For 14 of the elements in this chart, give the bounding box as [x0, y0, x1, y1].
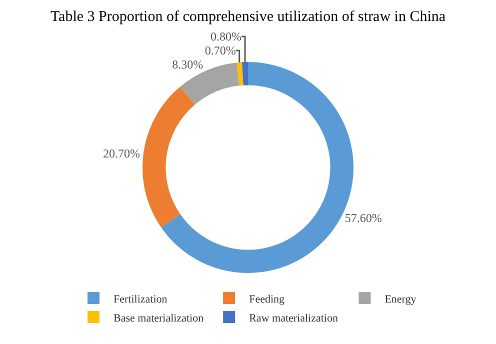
legend-label: Raw materialization [249, 312, 338, 324]
donut-slice [236, 62, 244, 86]
legend-label: Energy [384, 293, 417, 306]
data-label: 0.80% [210, 30, 242, 44]
legend-label: Base materialization [114, 312, 204, 324]
legend-label: Feeding [249, 293, 286, 306]
data-label: 20.70% [102, 146, 140, 160]
data-label: 0.70% [204, 44, 236, 58]
data-label: 8.30% [172, 58, 204, 72]
data-label: 57.60% [344, 211, 382, 226]
chart-title: Table 3 Proportion of comprehensive utilization of straw in China [50, 8, 446, 25]
legend-label: Fertilization [114, 293, 168, 306]
donut-slice [142, 86, 196, 228]
donut-slice [242, 62, 248, 86]
